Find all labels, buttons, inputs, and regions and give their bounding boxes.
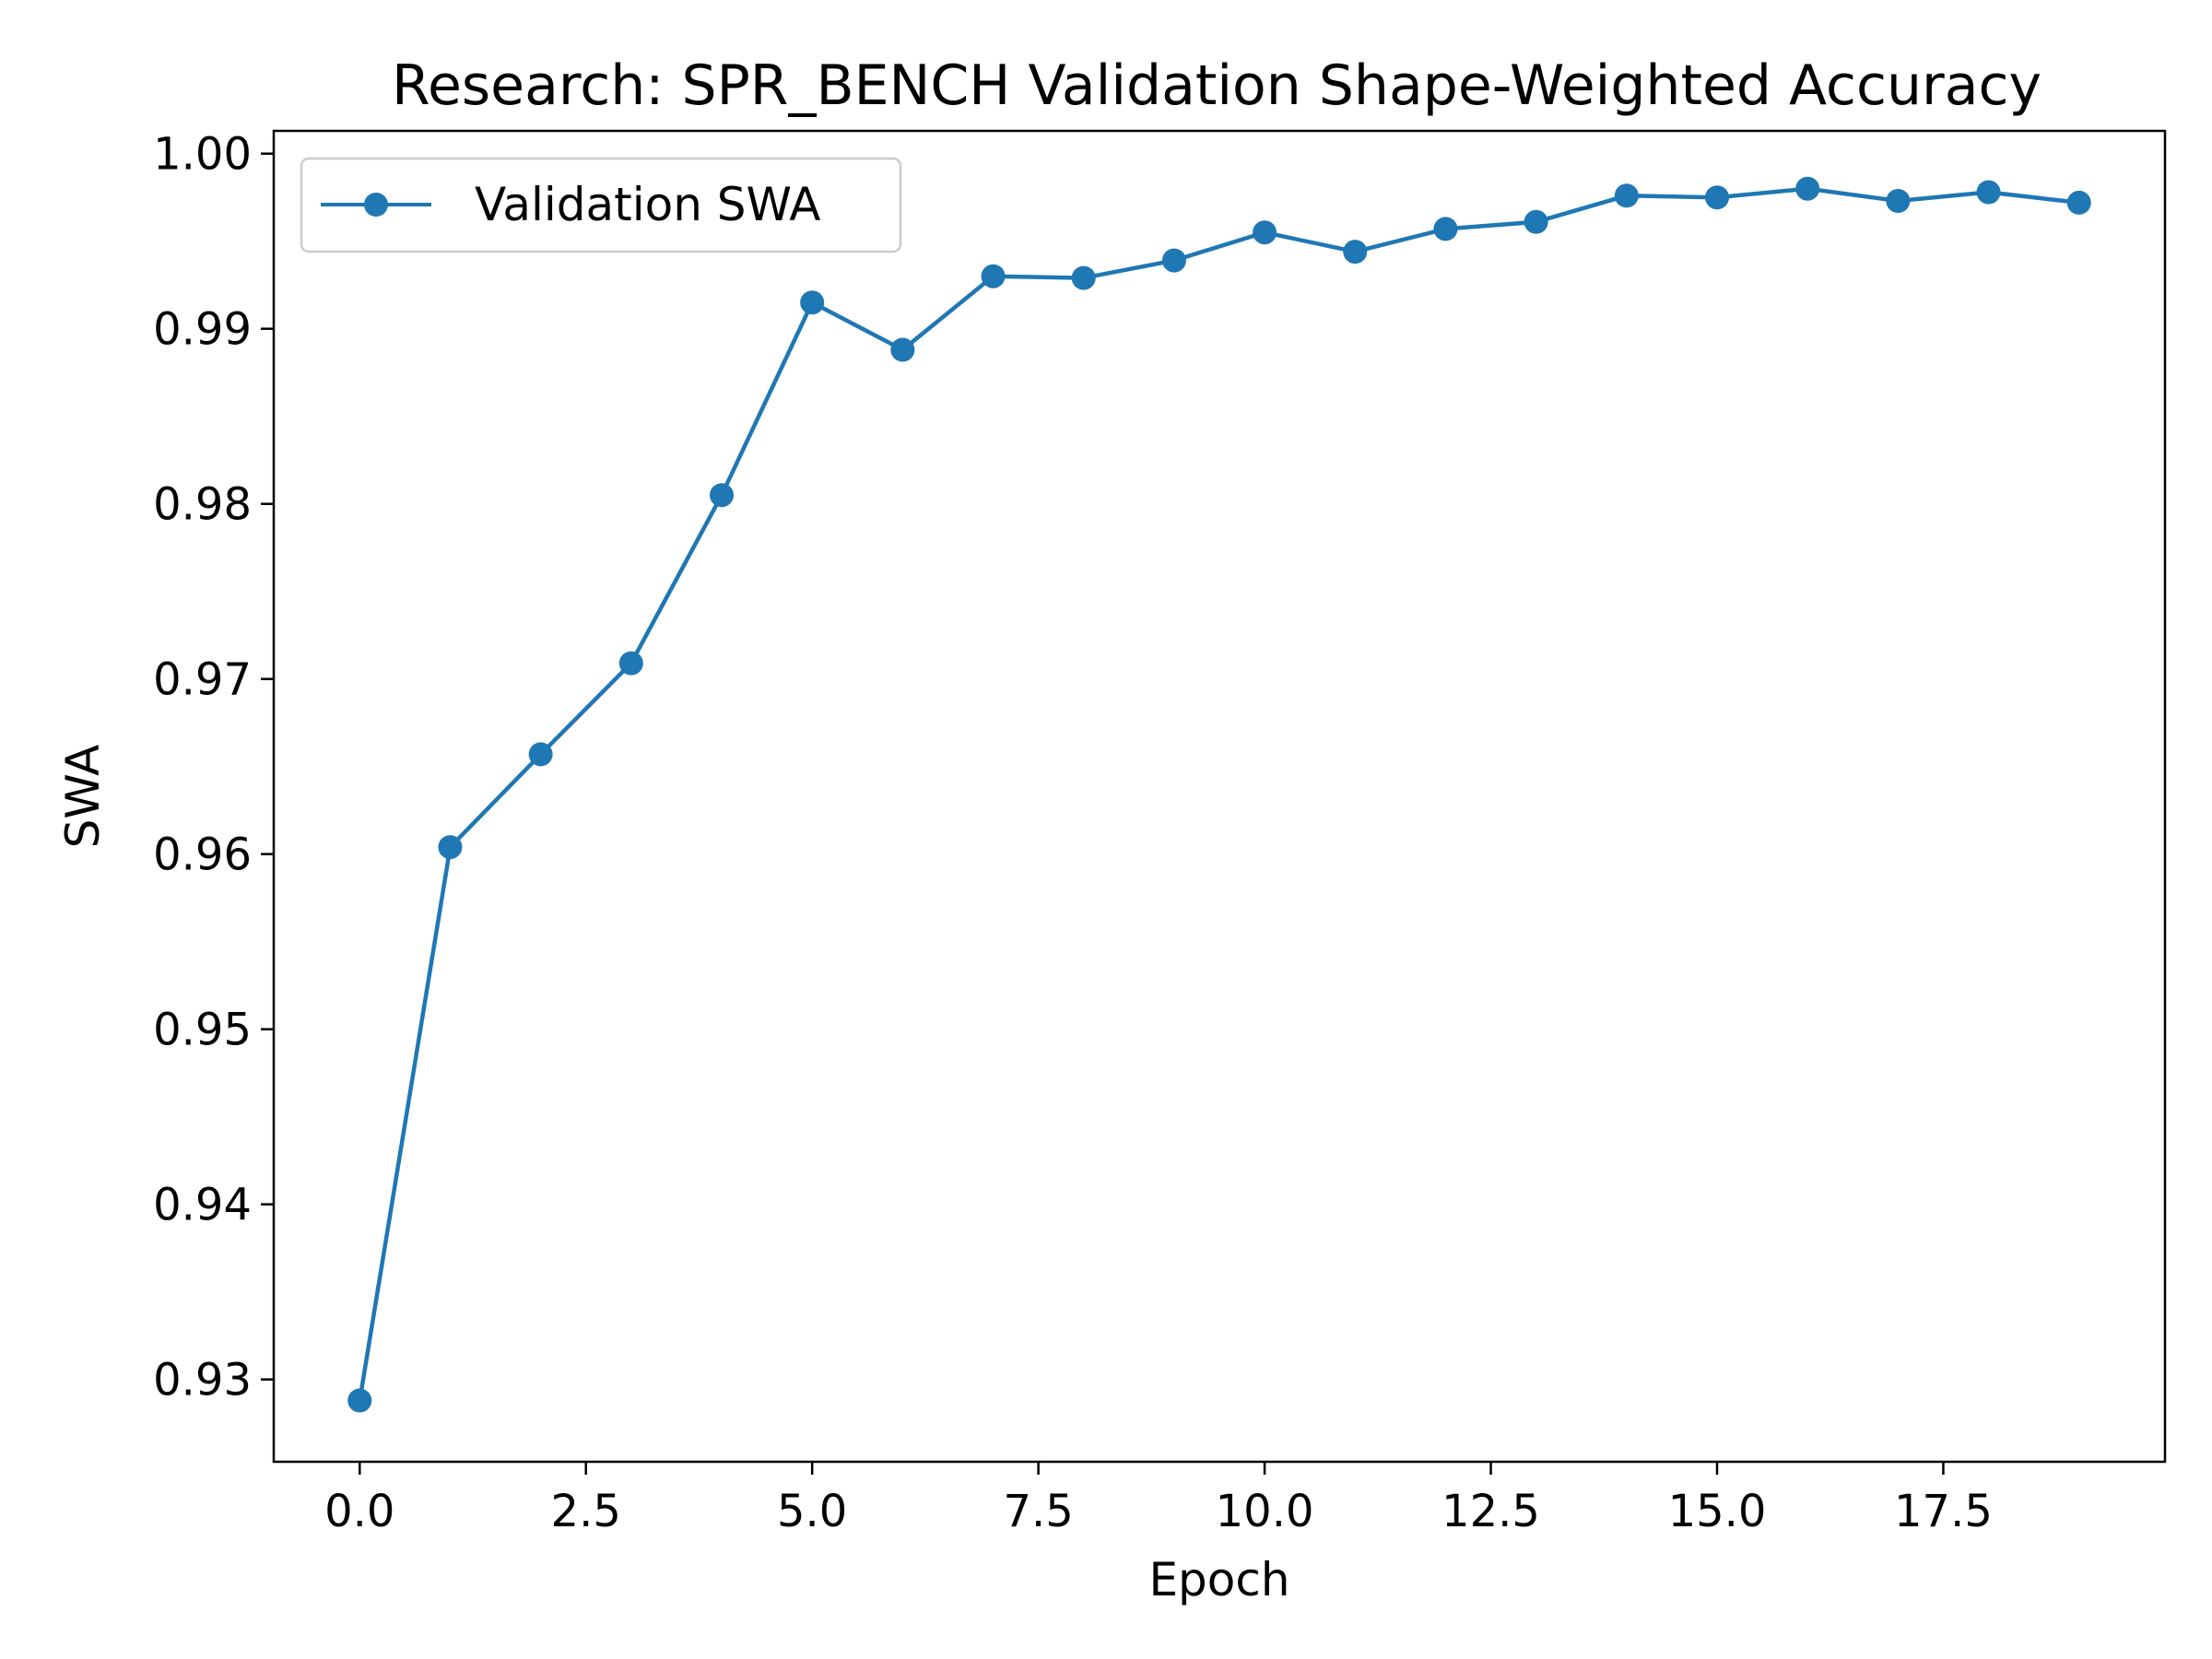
x-tick-label: 10.0: [1216, 1486, 1314, 1537]
legend: Validation SWA: [300, 157, 902, 253]
y-tick-label: 0.93: [153, 1355, 252, 1406]
data-point: [347, 1388, 372, 1413]
y-axis-label: SWA: [56, 745, 110, 849]
data-point: [1614, 183, 1639, 208]
x-tick-label: 12.5: [1441, 1486, 1540, 1537]
data-point: [1795, 176, 1820, 201]
data-point: [618, 651, 643, 676]
data-point: [1976, 180, 2001, 205]
data-point: [2066, 190, 2091, 215]
x-tick-label: 2.5: [551, 1486, 621, 1537]
data-point: [1705, 185, 1729, 210]
x-tick-label: 17.5: [1894, 1486, 1993, 1537]
data-point: [890, 337, 915, 362]
y-tick-label: 0.99: [153, 304, 252, 356]
x-axis-ticks: 0.0 2.5 5.0 7.5 10.0 12.5 15.0 17.5: [324, 1462, 1993, 1537]
x-tick-label: 0.0: [324, 1486, 394, 1537]
x-tick-label: 5.0: [777, 1486, 847, 1537]
y-axis-ticks: 0.93 0.94 0.95 0.96 0.97 0.98 0.99 1.00: [153, 129, 274, 1406]
data-point: [438, 835, 463, 860]
data-point: [981, 264, 1006, 288]
legend-box: [300, 157, 902, 253]
data-point: [1433, 217, 1458, 241]
legend-label: Validation SWA: [475, 178, 820, 231]
x-tick-label: 7.5: [1003, 1486, 1073, 1537]
data-point: [710, 483, 734, 508]
data-point: [1253, 220, 1277, 245]
series-line: [358, 186, 2079, 1401]
x-axis-label: Epoch: [1148, 1553, 1289, 1606]
plot-area: [272, 129, 2167, 1464]
axes-frame: [272, 129, 2167, 1464]
data-point: [1343, 240, 1368, 265]
y-tick-label: 1.00: [153, 129, 252, 181]
data-point: [1886, 189, 1911, 213]
series-layer: [347, 176, 2091, 1413]
y-tick-label: 0.94: [153, 1180, 252, 1231]
data-point: [528, 742, 553, 767]
data-point: [1071, 265, 1096, 290]
chart-title: Research: SPR_BENCH Validation Shape-Wei…: [392, 53, 2041, 118]
y-tick-label: 0.97: [153, 654, 252, 706]
y-tick-label: 0.96: [153, 830, 252, 881]
y-tick-label: 0.95: [153, 1005, 252, 1056]
data-point: [800, 290, 825, 315]
legend-marker-swatch: [364, 193, 388, 217]
y-tick-label: 0.98: [153, 479, 252, 531]
data-point: [1161, 248, 1186, 273]
x-tick-label: 15.0: [1668, 1486, 1767, 1537]
data-point: [1524, 209, 1548, 234]
